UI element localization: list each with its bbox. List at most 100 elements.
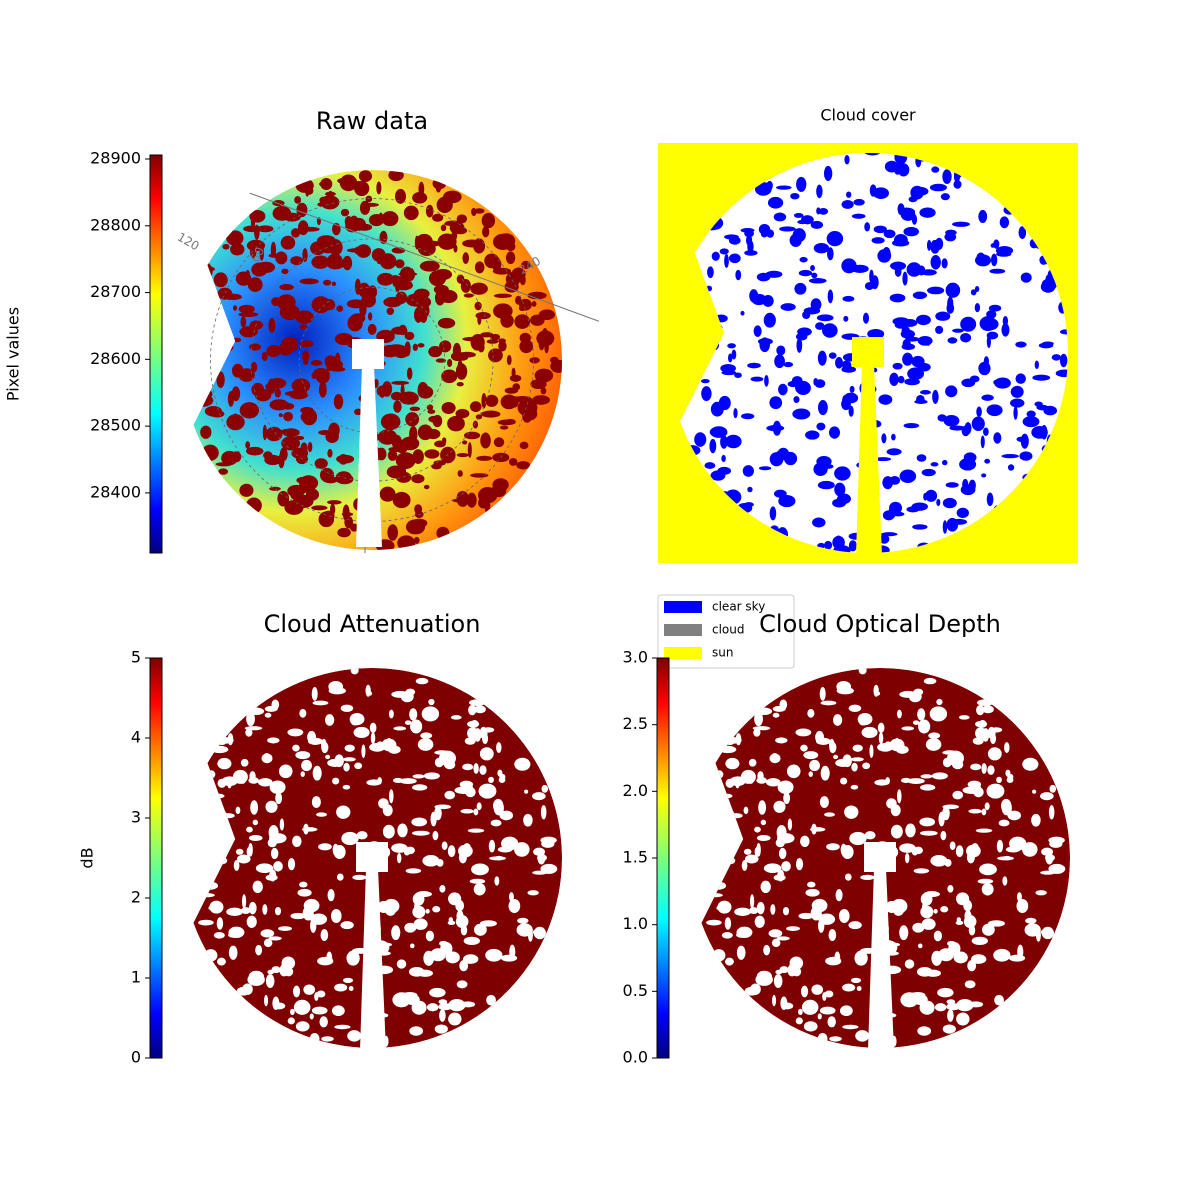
y-tick-label: 2.5 [623, 714, 648, 733]
cloud-blob [447, 845, 456, 858]
cloud-blob [444, 221, 462, 227]
cloud-blob [404, 720, 412, 725]
cloud-blob [450, 715, 462, 720]
cloud-blob [942, 169, 952, 185]
cloud-blob [378, 798, 389, 809]
cloud-blob [913, 868, 930, 874]
cloud-blob [848, 405, 854, 417]
cloud-blob [827, 247, 834, 261]
cloud-blob [268, 378, 287, 389]
cloud-blob [879, 534, 890, 544]
cloud-blob [392, 491, 411, 509]
cloud-blob [933, 930, 943, 942]
cloud-blob [753, 728, 761, 737]
cloud-blob [1031, 813, 1041, 827]
cloud-blob [265, 974, 275, 989]
cloud-blob [711, 251, 720, 261]
cloud-blob [777, 447, 790, 461]
cloud-blob [840, 777, 848, 785]
cloud-blob [238, 312, 259, 318]
cloud-blob [921, 918, 936, 930]
cloud-blob [252, 819, 259, 826]
cloud-blob [968, 1001, 984, 1008]
cloud-blob [998, 819, 1010, 827]
cloud-blob [835, 357, 844, 369]
cloud-blob [391, 843, 408, 853]
cloud-blob [983, 356, 989, 367]
cloud-blob [767, 196, 784, 209]
cloud-blob [303, 984, 316, 995]
cloud-blob [774, 354, 785, 369]
cloud-blob [823, 165, 833, 181]
cloud-blob [981, 394, 994, 401]
cloud-blob [816, 314, 834, 322]
cloud-blob [405, 412, 420, 427]
cloud-blob [395, 291, 408, 304]
cloud-blob [1049, 784, 1057, 793]
cloud-blob [328, 680, 344, 693]
cloud-blob [295, 751, 311, 760]
cloud-blob [942, 1024, 956, 1034]
cloud-blob [303, 898, 320, 913]
cloud-blob [760, 880, 771, 894]
cloud-blob [475, 414, 483, 420]
cloud-blob [396, 959, 407, 969]
cloud-blob [923, 677, 937, 685]
cloud-blob [361, 744, 366, 758]
cloud-blob [527, 291, 547, 300]
cloud-blob [250, 361, 258, 373]
cloud-blob [976, 705, 985, 716]
cloud-blob [394, 259, 405, 269]
cloud-blob [717, 900, 732, 914]
cloud-blob [945, 282, 961, 298]
cloud-blob [897, 163, 910, 177]
cloud-blob [257, 777, 273, 787]
cloud-blob [1002, 876, 1008, 886]
cloud-blob [439, 1009, 446, 1022]
cloud-blob [299, 340, 314, 348]
cloud-blob [919, 207, 936, 218]
panel: Cloud Optical Depth 0.0 0.5 1.0 1.5 2.0 2.5 3.0 [623, 610, 1070, 1067]
shade-arm [856, 363, 882, 555]
cloud-blob [404, 922, 417, 933]
cloud-blob [193, 886, 202, 895]
cloud-blob [299, 278, 319, 285]
cloud-blob [263, 451, 273, 460]
cloud-blob [707, 893, 723, 898]
cloud-blob [414, 235, 420, 250]
cloud-blob [709, 428, 719, 437]
cloud-blob [469, 401, 482, 413]
cloud-blob [311, 686, 318, 701]
cloud-blob [902, 319, 918, 327]
cloud-blob [729, 813, 743, 819]
cloud-blob [343, 762, 350, 772]
cloud-blob [976, 699, 994, 707]
cloud-blob [899, 925, 909, 941]
cloud-blob [412, 905, 426, 919]
cloud-blob [199, 893, 215, 898]
cloud-blob [974, 285, 980, 292]
cloud-blob [193, 353, 195, 364]
cloud-blob [863, 153, 882, 156]
cloud-blob [856, 985, 862, 992]
cloud-blob [917, 1026, 932, 1036]
cloud-blob [301, 759, 313, 772]
cloud-blob [488, 348, 503, 363]
cloud-blob [918, 943, 923, 949]
cloud-blob [388, 169, 404, 182]
cloud-blob [1009, 836, 1027, 851]
cloud-blob [213, 272, 228, 288]
cloud-blob [942, 497, 957, 509]
cloud-blob [902, 271, 908, 286]
cloud-blob [489, 856, 506, 861]
cloud-blob [975, 828, 993, 833]
cloud-blob [218, 737, 234, 744]
cloud-blob [810, 264, 815, 271]
cloud-blob [834, 482, 846, 497]
cloud-blob [931, 166, 940, 173]
cloud-blob [803, 1021, 818, 1032]
cloud-blob [795, 332, 808, 341]
cloud-blob [884, 741, 893, 752]
cloud-blob [462, 843, 472, 857]
cloud-blob [408, 967, 425, 977]
